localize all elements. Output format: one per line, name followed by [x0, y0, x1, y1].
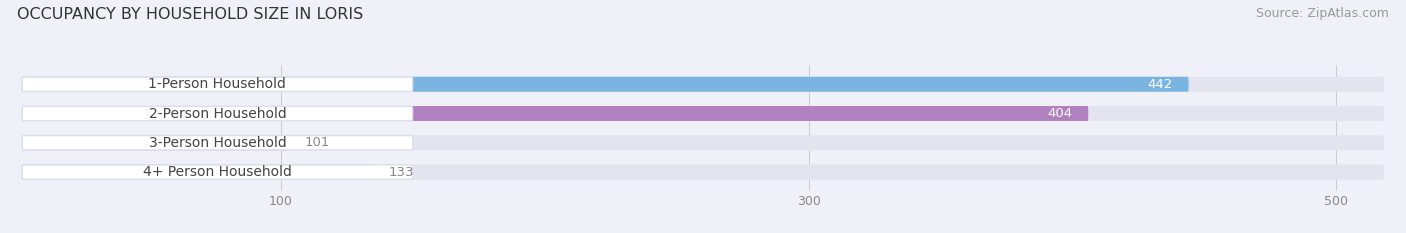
FancyBboxPatch shape — [22, 77, 1188, 92]
Text: 1-Person Household: 1-Person Household — [149, 77, 287, 91]
FancyBboxPatch shape — [22, 77, 413, 91]
FancyBboxPatch shape — [22, 106, 1384, 121]
FancyBboxPatch shape — [22, 135, 288, 150]
FancyBboxPatch shape — [22, 77, 1384, 92]
Text: 3-Person Household: 3-Person Household — [149, 136, 287, 150]
FancyBboxPatch shape — [22, 136, 413, 150]
FancyBboxPatch shape — [22, 164, 373, 179]
Text: 404: 404 — [1047, 107, 1073, 120]
Text: 4+ Person Household: 4+ Person Household — [143, 165, 292, 179]
FancyBboxPatch shape — [22, 106, 1088, 121]
Text: OCCUPANCY BY HOUSEHOLD SIZE IN LORIS: OCCUPANCY BY HOUSEHOLD SIZE IN LORIS — [17, 7, 363, 22]
Text: 133: 133 — [389, 165, 415, 178]
FancyBboxPatch shape — [22, 106, 413, 121]
Text: Source: ZipAtlas.com: Source: ZipAtlas.com — [1256, 7, 1389, 20]
Text: 101: 101 — [305, 136, 330, 149]
Text: 442: 442 — [1147, 78, 1173, 91]
FancyBboxPatch shape — [22, 164, 1384, 179]
FancyBboxPatch shape — [22, 135, 1384, 150]
Text: 2-Person Household: 2-Person Household — [149, 106, 287, 120]
FancyBboxPatch shape — [22, 165, 413, 179]
